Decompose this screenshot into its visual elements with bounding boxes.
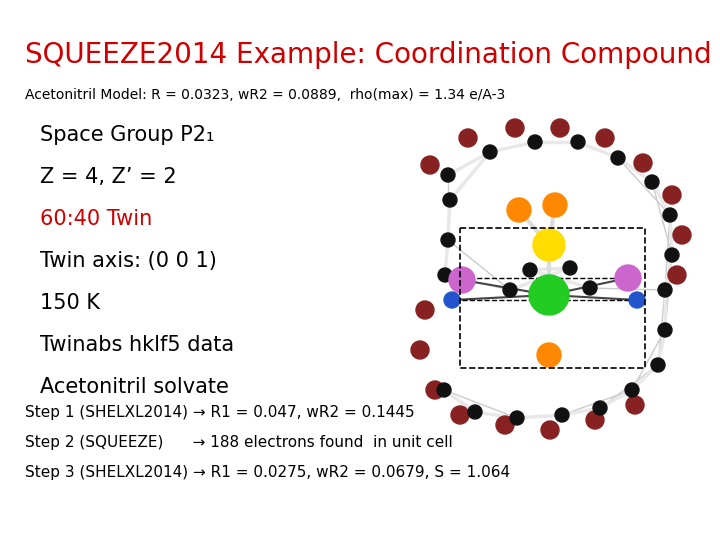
Circle shape — [528, 135, 542, 149]
Circle shape — [468, 405, 482, 419]
Circle shape — [426, 381, 444, 399]
Circle shape — [537, 343, 561, 367]
Circle shape — [543, 193, 567, 217]
Text: 150 K: 150 K — [40, 293, 100, 313]
Circle shape — [615, 265, 641, 291]
Circle shape — [441, 233, 455, 247]
Bar — [460, 228, 645, 368]
Circle shape — [563, 261, 577, 275]
Circle shape — [503, 283, 517, 297]
Circle shape — [583, 281, 597, 295]
Circle shape — [449, 267, 475, 293]
Circle shape — [658, 283, 672, 297]
Circle shape — [663, 208, 677, 222]
Circle shape — [507, 198, 531, 222]
Circle shape — [668, 266, 686, 284]
Text: Step 1 (SHELXL2014) → R1 = 0.047, wR2 = 0.1445: Step 1 (SHELXL2014) → R1 = 0.047, wR2 = … — [25, 405, 415, 420]
Circle shape — [541, 421, 559, 439]
Circle shape — [438, 268, 452, 282]
Circle shape — [533, 229, 565, 261]
Circle shape — [593, 401, 607, 415]
Text: Twinabs hklf5 data: Twinabs hklf5 data — [40, 335, 234, 355]
Circle shape — [506, 119, 524, 137]
Circle shape — [645, 175, 659, 189]
Circle shape — [611, 151, 625, 165]
Circle shape — [523, 263, 537, 277]
Circle shape — [626, 396, 644, 414]
Text: SQUEEZE2014 Example: Coordination Compound: SQUEEZE2014 Example: Coordination Compou… — [25, 41, 711, 69]
Text: 60:40 Twin: 60:40 Twin — [40, 209, 152, 229]
Text: Acetonitril Model: R = 0.0323, wR2 = 0.0889,  rho(max) = 1.34 e/A-3: Acetonitril Model: R = 0.0323, wR2 = 0.0… — [25, 88, 505, 102]
Circle shape — [529, 275, 569, 315]
Circle shape — [665, 248, 679, 262]
Text: Z = 4, Z’ = 2: Z = 4, Z’ = 2 — [40, 167, 176, 187]
Circle shape — [441, 168, 455, 182]
Circle shape — [411, 341, 429, 359]
Circle shape — [451, 406, 469, 424]
Circle shape — [437, 383, 451, 397]
Circle shape — [555, 408, 569, 422]
Circle shape — [673, 226, 691, 244]
Circle shape — [658, 323, 672, 337]
Circle shape — [629, 292, 645, 308]
Text: Twin axis: (0 0 1): Twin axis: (0 0 1) — [40, 251, 217, 271]
Circle shape — [459, 129, 477, 147]
Circle shape — [496, 416, 514, 434]
Circle shape — [663, 186, 681, 204]
Circle shape — [443, 193, 457, 207]
Circle shape — [625, 383, 639, 397]
Text: Space Group P2₁: Space Group P2₁ — [40, 125, 215, 145]
Circle shape — [444, 292, 460, 308]
Circle shape — [551, 119, 569, 137]
Text: Acetonitril solvate: Acetonitril solvate — [40, 377, 229, 397]
Circle shape — [421, 156, 439, 174]
Circle shape — [596, 129, 614, 147]
Circle shape — [416, 301, 434, 319]
Circle shape — [651, 358, 665, 372]
Text: Step 3 (SHELXL2014) → R1 = 0.0275, wR2 = 0.0679, S = 1.064: Step 3 (SHELXL2014) → R1 = 0.0275, wR2 =… — [25, 465, 510, 480]
Circle shape — [586, 411, 604, 429]
Circle shape — [634, 154, 652, 172]
Circle shape — [483, 145, 497, 159]
Text: Step 2 (SQUEEZE)      → 188 electrons found  in unit cell: Step 2 (SQUEEZE) → 188 electrons found i… — [25, 435, 453, 450]
Circle shape — [571, 135, 585, 149]
Circle shape — [510, 411, 524, 425]
